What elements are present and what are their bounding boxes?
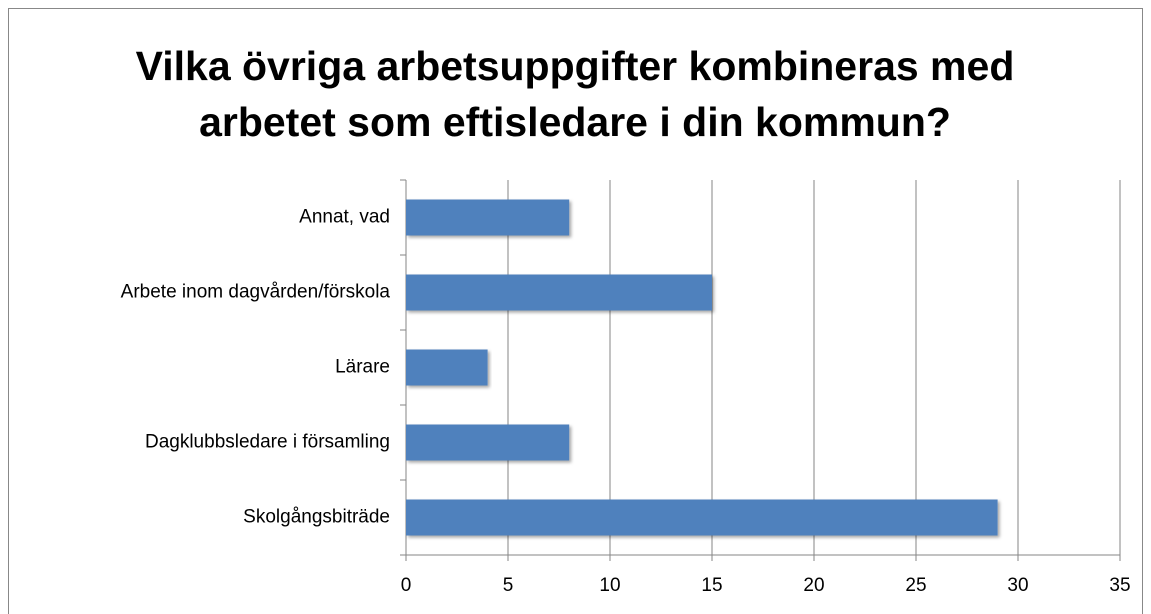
y-tick-label: Lärare (335, 357, 390, 378)
bar (406, 424, 570, 461)
y-tick-label: Annat, vad (299, 207, 390, 228)
bar (406, 499, 998, 536)
x-tick-label: 10 (599, 575, 620, 596)
x-tick-label: 15 (701, 575, 722, 596)
bar (406, 199, 570, 236)
bar (406, 349, 488, 386)
x-tick-label: 30 (1007, 575, 1028, 596)
bar (406, 274, 712, 311)
x-tick-label: 5 (503, 575, 514, 596)
chart-title: Vilka övriga arbetsuppgifter kombineras … (135, 43, 1015, 145)
x-tick-label: 35 (1109, 575, 1130, 596)
y-tick-label: Dagklubbsledare i församling (145, 432, 390, 453)
y-tick-label: Skolgångsbiträde (243, 507, 390, 528)
y-tick-label: Arbete inom dagvården/förskola (121, 282, 391, 303)
x-tick-label: 0 (401, 575, 412, 596)
x-tick-label: 25 (905, 575, 926, 596)
chart-border (8, 8, 1143, 614)
x-tick-label: 20 (803, 575, 824, 596)
